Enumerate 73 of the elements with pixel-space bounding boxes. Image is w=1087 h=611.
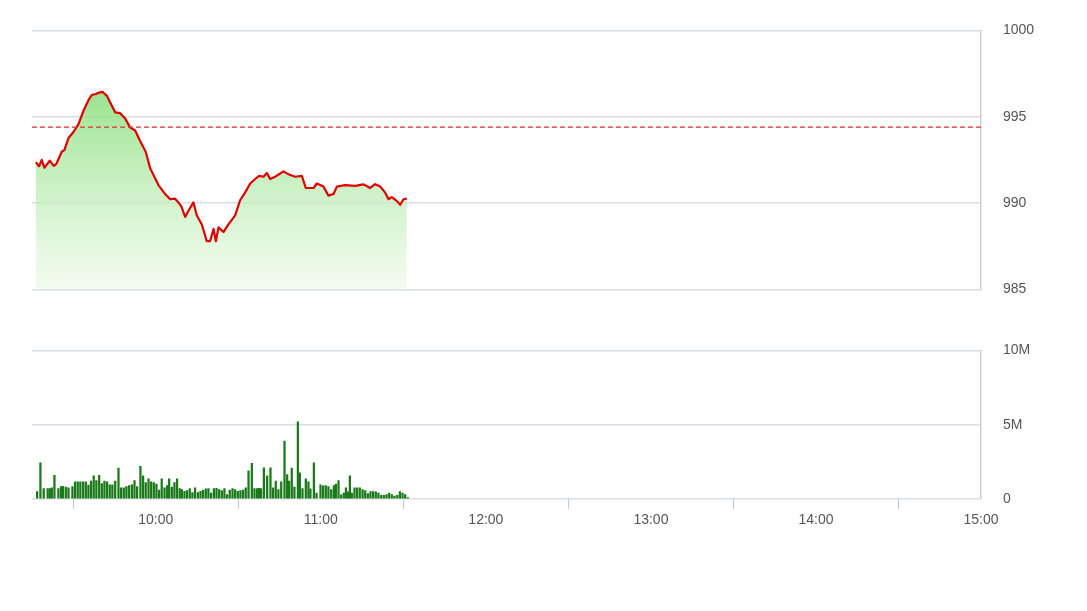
bar: [127, 485, 131, 499]
bar: [262, 467, 266, 499]
bar: [364, 490, 367, 499]
bar: [361, 489, 364, 499]
bar: [304, 478, 307, 499]
bar: [130, 484, 133, 499]
bar: [398, 491, 402, 499]
bar: [111, 484, 114, 499]
bar: [337, 480, 340, 499]
bar: [327, 486, 330, 499]
bar: [396, 495, 399, 499]
bar: [117, 467, 120, 499]
y-tick-label: 0: [1003, 489, 1011, 506]
bar: [215, 487, 218, 499]
y-tick-label: 1000: [1003, 21, 1035, 38]
bar: [125, 486, 128, 499]
bar: [283, 440, 286, 499]
bar: [108, 484, 111, 499]
bar: [173, 482, 176, 499]
bar: [175, 478, 179, 499]
bar: [209, 492, 213, 499]
bar: [348, 475, 351, 499]
y-tick-label: 995: [1003, 107, 1027, 124]
bar: [353, 487, 356, 499]
bar: [366, 493, 369, 499]
bar: [39, 462, 42, 499]
x-tick-label: 13:00: [633, 511, 669, 528]
bar: [269, 467, 272, 499]
bar: [147, 478, 150, 499]
bar: [168, 478, 171, 499]
bar: [239, 490, 242, 499]
bar: [274, 480, 277, 499]
bar: [76, 481, 79, 499]
bar: [223, 488, 226, 499]
bar: [312, 462, 316, 499]
bar: [105, 481, 109, 499]
x-tick-label: 15:00: [963, 511, 999, 528]
y-tick-label: 985: [1003, 280, 1027, 297]
bar: [385, 494, 388, 499]
y-tick-label: 10M: [1003, 341, 1031, 358]
bar: [92, 475, 95, 499]
bar: [212, 488, 216, 499]
bar: [250, 463, 253, 499]
bar: [319, 484, 322, 499]
y-tick-label: 990: [1003, 194, 1027, 211]
bar: [199, 490, 202, 499]
bar: [122, 487, 125, 499]
bar: [401, 492, 404, 499]
bar: [160, 478, 163, 499]
bar: [307, 481, 310, 499]
bar: [183, 490, 186, 499]
bar: [155, 483, 158, 499]
bar: [103, 480, 106, 499]
x-tick-label: 14:00: [798, 511, 834, 528]
bar: [53, 474, 56, 499]
bar: [393, 495, 396, 499]
bar: [241, 489, 245, 499]
bar: [87, 484, 90, 499]
x-tick-label: 12:00: [468, 511, 504, 528]
bar: [296, 421, 300, 499]
bar: [344, 487, 348, 499]
x-tick-label: 10:00: [138, 511, 174, 528]
bar: [73, 481, 77, 499]
bar: [133, 480, 136, 499]
bar: [369, 491, 372, 499]
y-tick-label: 5M: [1003, 415, 1023, 432]
bar: [228, 489, 231, 499]
bar: [139, 465, 142, 499]
bar: [79, 481, 82, 499]
x-tick-label: 11:00: [303, 511, 339, 528]
bar: [231, 488, 234, 499]
bar: [330, 489, 333, 499]
bar: [193, 487, 197, 499]
